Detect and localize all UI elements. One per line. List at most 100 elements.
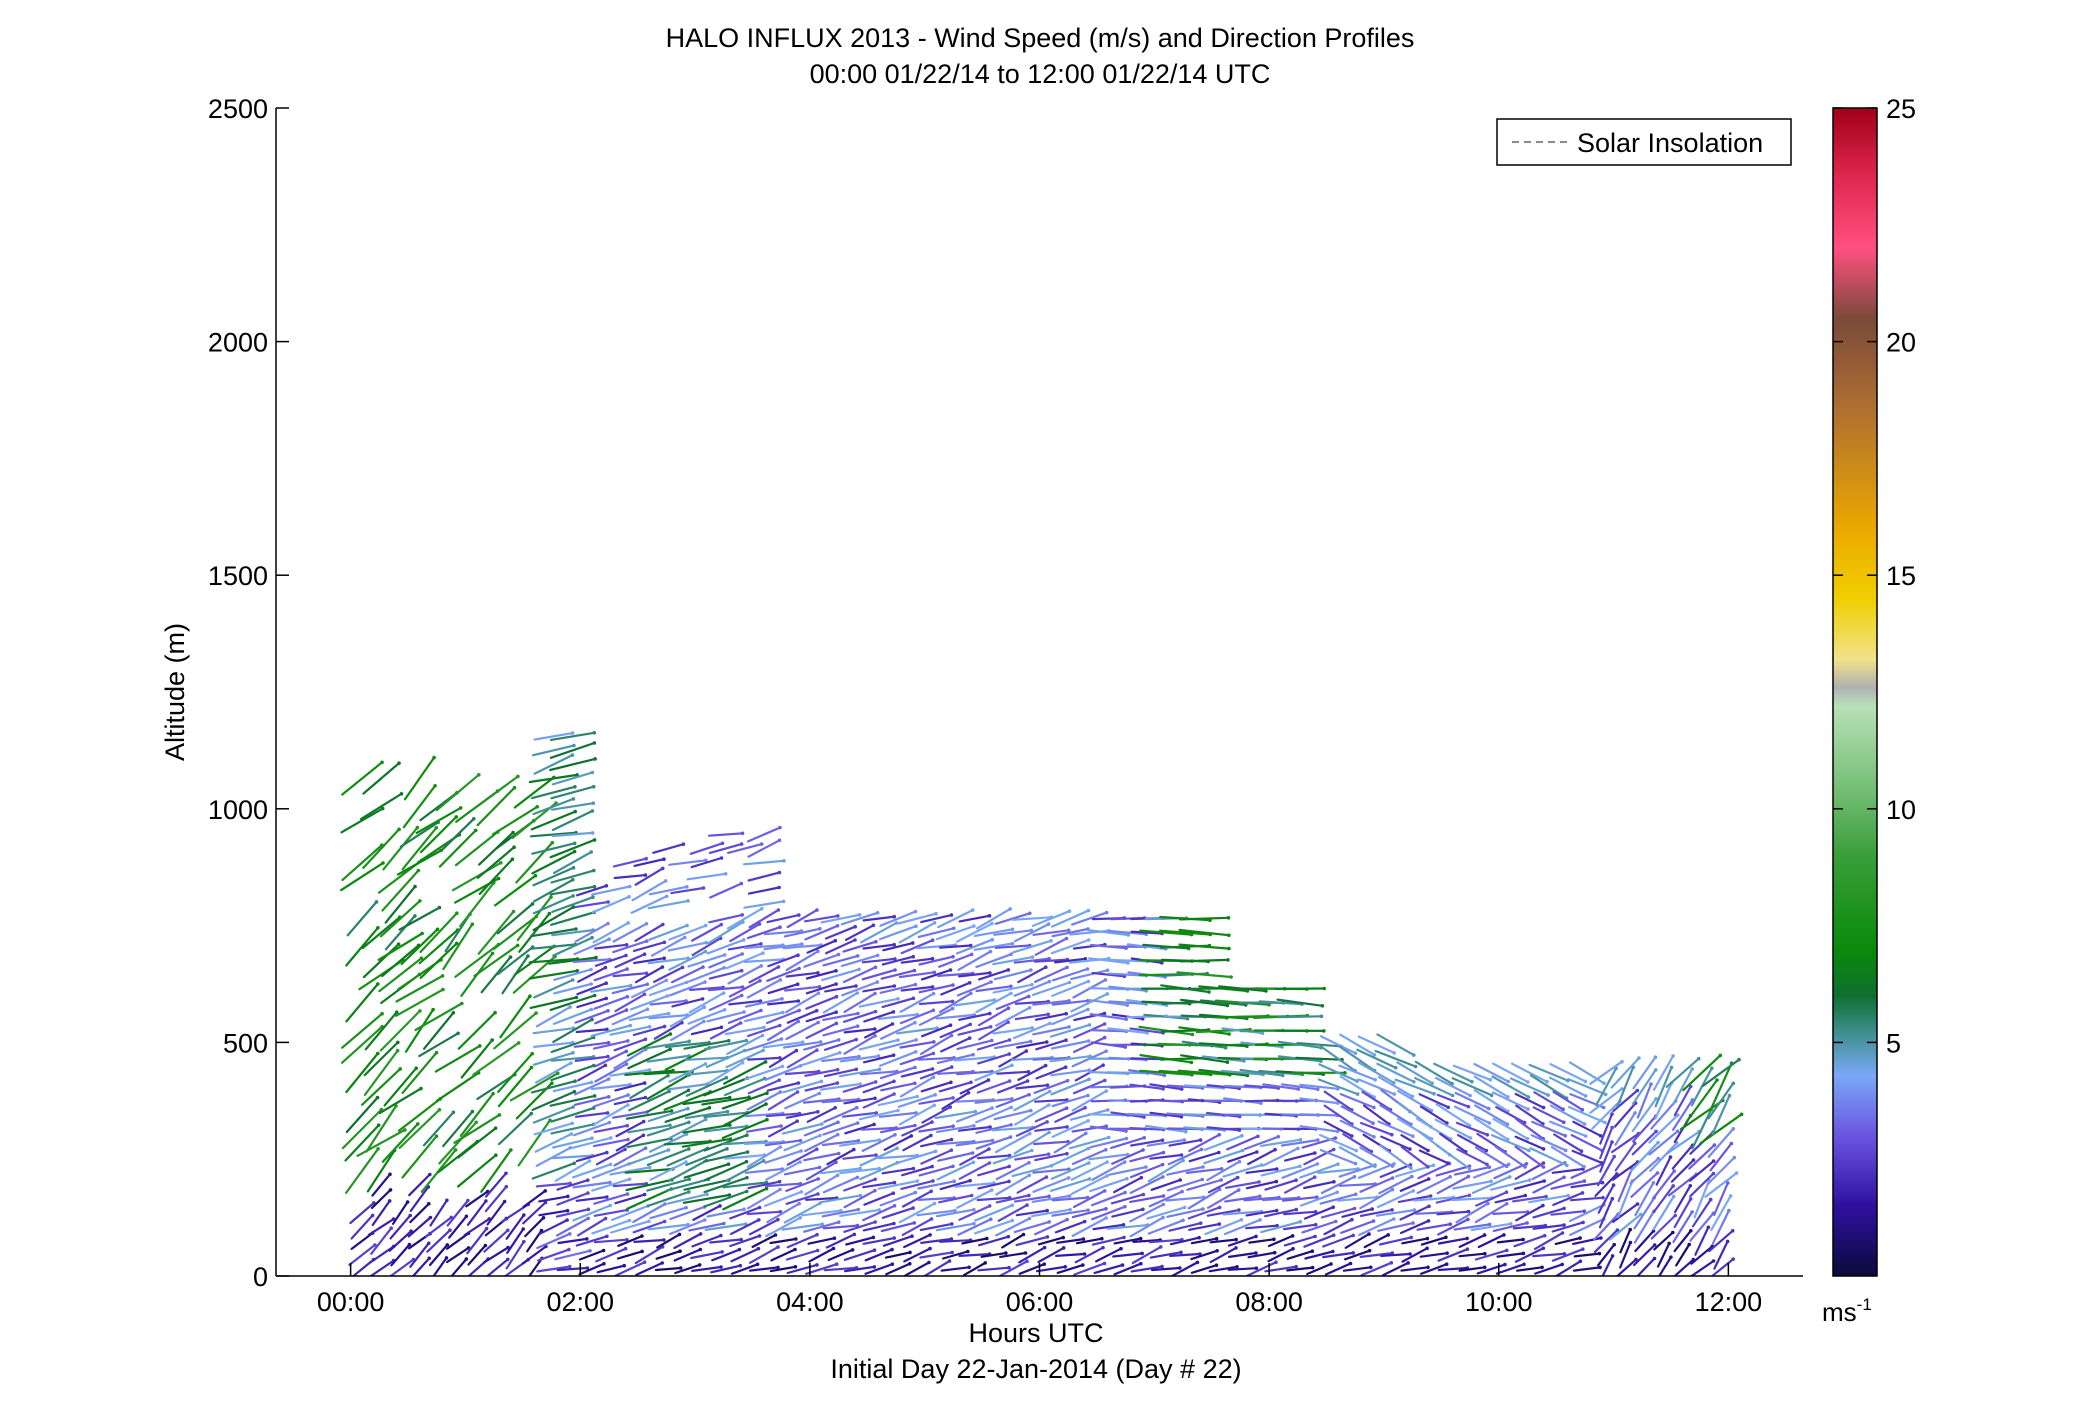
wind-vector-head — [875, 911, 880, 915]
wind-vector — [551, 809, 594, 832]
wind-vector-head — [1064, 1038, 1068, 1042]
wind-vector — [681, 1137, 732, 1148]
wind-vector — [1379, 1144, 1413, 1170]
wind-vector-head — [913, 909, 918, 914]
wind-vector — [1599, 1140, 1614, 1173]
wind-vector-head — [1006, 1006, 1011, 1010]
wind-vector-head — [1042, 1245, 1047, 1250]
wind-vector-head — [759, 1008, 763, 1013]
wind-vector-head — [1201, 1207, 1205, 1211]
wind-vector — [1401, 1237, 1429, 1245]
wind-vector — [533, 731, 574, 741]
wind-vector — [744, 1112, 784, 1118]
wind-vector — [785, 1021, 820, 1041]
wind-vector-head — [1063, 1065, 1068, 1069]
wind-vector — [1378, 1236, 1413, 1246]
wind-vector — [1320, 1045, 1357, 1073]
wind-vector — [1589, 1060, 1624, 1085]
wind-vector-head — [380, 1011, 384, 1016]
wind-vector — [480, 955, 512, 994]
wind-vector — [1012, 1022, 1052, 1040]
wind-vector-head — [778, 978, 783, 982]
wind-vector-head — [1027, 994, 1031, 999]
wind-vector-head — [816, 1192, 820, 1196]
wind-vector-head — [1635, 1088, 1640, 1093]
wind-vector-head — [855, 1024, 860, 1028]
wind-vector — [1299, 1163, 1340, 1179]
wind-vector — [804, 1133, 839, 1153]
wind-vector — [881, 955, 915, 966]
wind-vector-head — [380, 806, 385, 811]
wind-vector-head — [951, 983, 955, 987]
wind-vector — [1222, 1210, 1263, 1216]
wind-vector-head — [1047, 1130, 1051, 1135]
wind-vector — [362, 828, 401, 869]
wind-vector-head — [757, 1234, 762, 1238]
wind-vector — [958, 1012, 991, 1021]
wind-vector-head — [796, 1019, 801, 1024]
wind-vector — [384, 914, 416, 951]
wind-vector — [804, 1174, 839, 1196]
wind-vector-head — [1392, 1081, 1396, 1085]
wind-vector — [576, 982, 608, 996]
wind-vector — [1439, 1132, 1467, 1153]
wind-vector-head — [493, 1010, 497, 1015]
wind-vector-head — [445, 1243, 450, 1247]
wind-vector — [859, 1161, 899, 1181]
wind-vector-head — [1562, 1252, 1567, 1256]
wind-vector-head — [591, 895, 595, 899]
wind-vector-head — [740, 952, 744, 956]
wind-vector-head — [1583, 1134, 1588, 1138]
wind-vector — [1636, 1082, 1653, 1119]
wind-vector — [920, 1081, 953, 1093]
wind-vector-head — [1466, 1104, 1471, 1109]
wind-vector-head — [1294, 1207, 1299, 1212]
wind-vector — [1203, 1134, 1244, 1152]
wind-vector-head — [857, 967, 861, 972]
wind-vector — [1050, 1069, 1091, 1077]
wind-vector — [1032, 1176, 1070, 1193]
wind-vector-head — [1410, 1174, 1414, 1179]
wind-vector — [476, 846, 516, 879]
wind-vector-head — [1102, 1022, 1107, 1026]
wind-vector — [594, 1008, 628, 1025]
wind-vector-head — [761, 951, 765, 955]
wind-vector-head — [1628, 1240, 1633, 1245]
wind-vector — [976, 907, 1012, 930]
wind-vector-head — [927, 1260, 931, 1265]
wind-vector-head — [1272, 1250, 1277, 1255]
wind-vector — [669, 1020, 705, 1042]
wind-vector-head — [834, 1160, 838, 1165]
wind-vector — [1207, 1176, 1239, 1194]
wind-vector-head — [1581, 1220, 1585, 1225]
wind-vector-head — [1105, 968, 1110, 973]
wind-vector — [841, 980, 879, 997]
wind-vector-head — [1027, 1173, 1032, 1178]
wind-vector — [785, 950, 820, 972]
wind-vector-head — [1028, 911, 1032, 916]
wind-vector — [1362, 1104, 1391, 1126]
wind-vector-head — [1488, 1078, 1493, 1082]
wind-vector — [1049, 1023, 1091, 1038]
wind-vector — [807, 1237, 836, 1245]
wind-vector — [593, 1238, 629, 1244]
wind-vector-head — [1065, 1125, 1069, 1129]
wind-vector — [1113, 1262, 1142, 1276]
x-tick-label: 06:00 — [1006, 1287, 1074, 1317]
wind-vector-head — [931, 1008, 936, 1013]
wind-vector — [573, 1095, 610, 1106]
wind-vector-head — [794, 1048, 799, 1053]
x-axis-sublabel: Initial Day 22-Jan-2014 (Day # 22) — [830, 1354, 1241, 1384]
wind-vector — [1634, 1181, 1655, 1217]
wind-vector-head — [1048, 1021, 1052, 1026]
wind-vector-head — [1467, 1166, 1472, 1171]
wind-vector — [516, 895, 553, 942]
wind-vector — [1015, 1235, 1049, 1247]
wind-vector-head — [744, 1159, 749, 1164]
wind-vector — [899, 992, 935, 1013]
wind-vector-head — [1431, 1163, 1436, 1168]
wind-vector-head — [1178, 1266, 1182, 1270]
wind-vector-head — [1145, 1031, 1149, 1035]
wind-vector — [746, 978, 782, 999]
wind-vector — [496, 902, 534, 935]
